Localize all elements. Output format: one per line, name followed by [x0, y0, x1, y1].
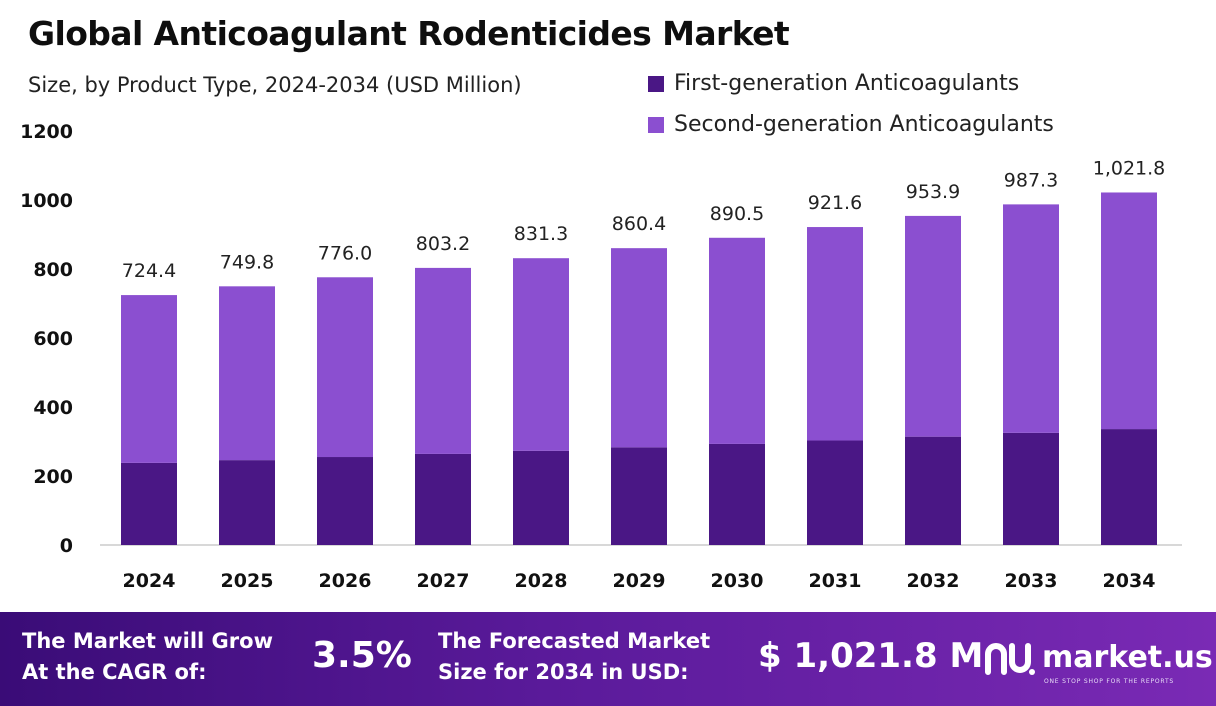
data-label-total-2031: 921.6 [808, 192, 862, 214]
bar-second-generation-2027 [415, 267, 471, 454]
bar-first-generation-2032 [905, 436, 961, 545]
legend-label-second-generation: Second-generation Anticoagulants [674, 112, 1054, 137]
data-label-total-2028: 831.3 [514, 223, 568, 245]
legend-swatch-second-generation [648, 116, 664, 133]
bar-first-generation-2028 [513, 450, 569, 545]
x-tick-label-2026: 2026 [319, 570, 372, 592]
market-us-logo[interactable]: market.us [984, 638, 1213, 678]
logo-tagline: ONE STOP SHOP FOR THE REPORTS [1044, 678, 1175, 685]
market-us-logo-icon [985, 643, 1035, 675]
data-label-total-2025: 749.8 [220, 251, 274, 273]
footer-banner: The Market will Grow At the CAGR of: 3.5… [0, 612, 1216, 706]
x-tick-label-2034: 2034 [1103, 570, 1156, 592]
bar-first-generation-2027 [415, 453, 471, 545]
bar-first-generation-2026 [317, 457, 373, 545]
bar-second-generation-2026 [317, 277, 373, 458]
bar-chart: 0 200 400 600 800 1000 1200 724.4 2024 749.8 2025 7… [20, 121, 1182, 592]
bar-first-generation-2029 [611, 447, 667, 545]
forecast-size-label-line1: The Forecasted Market [438, 629, 711, 653]
bar-first-generation-2034 [1101, 429, 1157, 545]
bar-second-generation-2029 [611, 248, 667, 448]
bar-first-generation-2031 [807, 440, 863, 545]
x-tick-label-2025: 2025 [221, 570, 274, 592]
x-tick-label-2027: 2027 [417, 570, 470, 592]
forecast-size-label: The Forecasted Market Size for 2034 in U… [438, 626, 710, 688]
y-tick-label-0: 0 [60, 535, 73, 557]
data-label-total-2033: 987.3 [1004, 169, 1058, 191]
x-tick-label-2024: 2024 [123, 570, 176, 592]
y-tick-label-200: 200 [33, 466, 73, 488]
data-label-total-2026: 776.0 [318, 242, 372, 264]
data-label-total-2024: 724.4 [122, 260, 176, 282]
x-tick-label-2032: 2032 [907, 570, 960, 592]
y-tick-label-800: 800 [33, 259, 73, 281]
legend-label-first-generation: First-generation Anticoagulants [674, 71, 1020, 96]
bar-first-generation-2030 [709, 443, 765, 545]
y-tick-label-400: 400 [33, 397, 73, 419]
bar-second-generation-2031 [807, 227, 863, 441]
bar-second-generation-2028 [513, 258, 569, 451]
x-tick-label-2029: 2029 [613, 570, 666, 592]
data-label-total-2034: 1,021.8 [1093, 157, 1166, 179]
cagr-label-line2: At the CAGR of: [22, 660, 207, 684]
bar-second-generation-2024 [121, 295, 177, 463]
data-label-total-2030: 890.5 [710, 203, 764, 225]
x-tick-label-2030: 2030 [711, 570, 764, 592]
forecast-size-label-line2: Size for 2034 in USD: [438, 660, 689, 684]
cagr-label-line1: The Market will Grow [22, 629, 273, 653]
x-tick-label-2028: 2028 [515, 570, 568, 592]
bar-second-generation-2032 [905, 215, 961, 437]
x-tick-label-2031: 2031 [809, 570, 862, 592]
bar-second-generation-2033 [1003, 204, 1059, 433]
bar-first-generation-2033 [1003, 432, 1059, 545]
x-tick-label-2033: 2033 [1005, 570, 1058, 592]
logo-text: market.us [1042, 640, 1213, 675]
data-label-total-2027: 803.2 [416, 233, 470, 255]
chart-subtitle: Size, by Product Type, 2024-2034 (USD Mi… [28, 73, 522, 97]
data-label-total-2032: 953.9 [906, 181, 960, 203]
bar-second-generation-2025 [219, 286, 275, 461]
legend-swatch-first-generation [648, 75, 664, 92]
y-tick-label-600: 600 [33, 328, 73, 350]
cagr-label: The Market will Grow At the CAGR of: [22, 626, 273, 688]
cagr-value: 3.5% [312, 635, 412, 676]
y-tick-label-1200: 1200 [20, 121, 73, 143]
legend-item-second-generation: Second-generation Anticoagulants [648, 111, 1054, 138]
legend-item-first-generation: First-generation Anticoagulants [648, 70, 1054, 97]
bar-second-generation-2030 [709, 237, 765, 444]
data-label-total-2029: 860.4 [612, 213, 666, 235]
bar-first-generation-2024 [121, 462, 177, 545]
bar-first-generation-2025 [219, 460, 275, 545]
chart-legend: First-generation Anticoagulants Second-g… [648, 70, 1054, 152]
chart-title: Global Anticoagulant Rodenticides Market [28, 14, 790, 53]
bar-second-generation-2034 [1101, 192, 1157, 430]
forecast-size-value: $ 1,021.8 M [758, 636, 984, 676]
y-tick-label-1000: 1000 [20, 190, 73, 212]
